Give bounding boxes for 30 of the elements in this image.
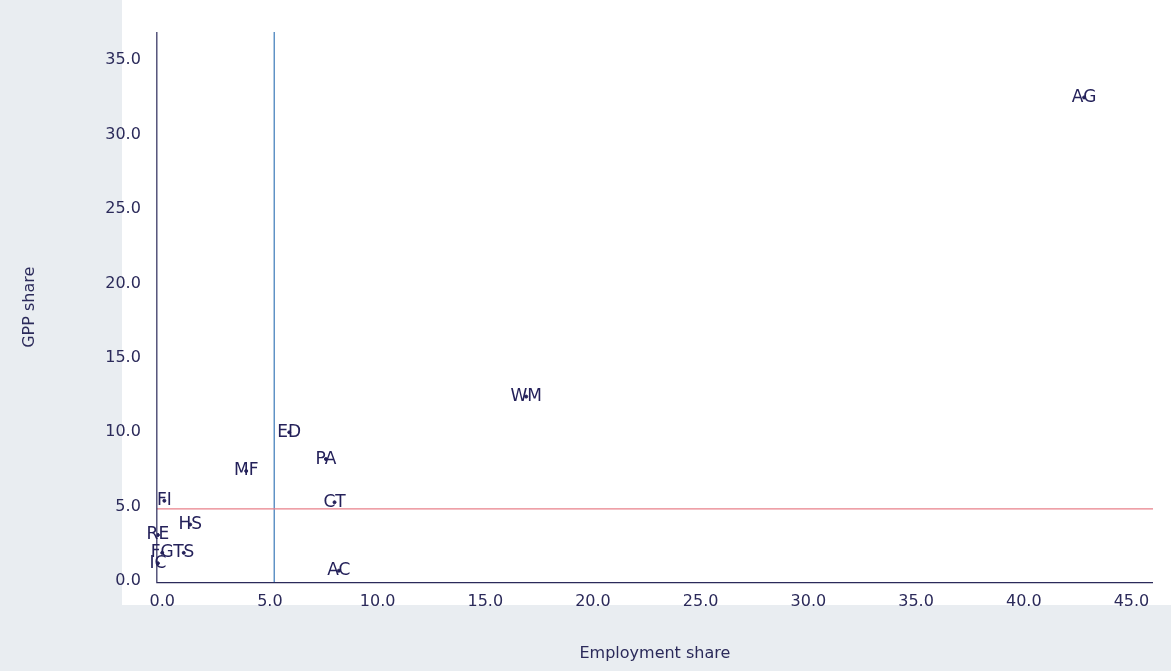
data-label: AG (1071, 85, 1097, 106)
x-tick-label: 45.0 (1113, 591, 1150, 611)
x-tick-label: 10.0 (359, 591, 396, 611)
data-label: AC (327, 559, 351, 580)
y-tick-label: 25.0 (105, 198, 141, 218)
data-label: WM (510, 385, 542, 406)
data-label: ED (277, 420, 302, 441)
y-tick-label: 15.0 (105, 347, 141, 367)
data-label: FI (156, 489, 172, 510)
y-tick-label: 0.0 (115, 570, 141, 590)
x-tick-label: 40.0 (1005, 591, 1042, 611)
x-tick-label: 5.0 (257, 591, 283, 611)
y-tick-label: 35.0 (105, 49, 141, 69)
x-tick-label: 30.0 (790, 591, 827, 611)
y-tick-label: 5.0 (115, 495, 141, 515)
data-label: CT (323, 490, 347, 511)
y-axis-title: GPP share (18, 266, 38, 348)
y-tick-label: 20.0 (105, 272, 141, 292)
x-axis-title: Employment share (579, 642, 731, 662)
x-tick-label: 25.0 (682, 591, 719, 611)
x-tick-label: 35.0 (898, 591, 934, 611)
y-tick-label: 30.0 (105, 123, 141, 143)
x-tick-label: 15.0 (467, 591, 504, 611)
y-tick-label: 10.0 (105, 421, 141, 441)
x-tick-label: 0.0 (149, 591, 175, 611)
x-tick-label: 20.0 (575, 591, 611, 611)
data-label: PA (315, 447, 337, 468)
data-label: TS (172, 541, 195, 562)
data-label: HS (178, 512, 202, 533)
data-label: MF (233, 459, 259, 480)
